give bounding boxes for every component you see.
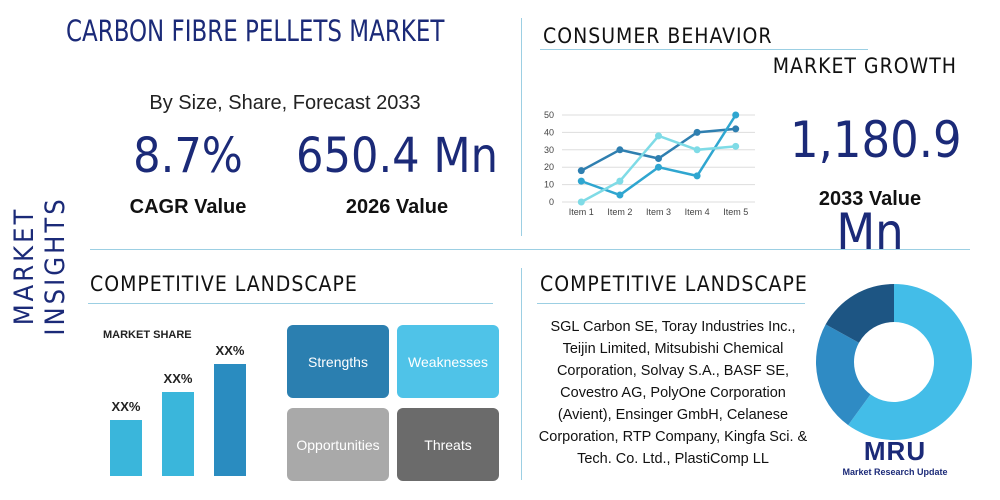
point <box>732 125 740 133</box>
side-label: MARKET INSIGHTS <box>9 196 71 336</box>
stat-value: 650.4 Mn <box>296 128 498 184</box>
point <box>577 177 585 185</box>
y-tick-label: 50 <box>544 110 554 120</box>
company-list: SGL Carbon SE, Toray Industries Inc., Te… <box>538 319 808 467</box>
logo-mark: MRU <box>863 436 927 466</box>
underline <box>537 303 805 304</box>
point <box>693 128 701 136</box>
chart-title: MARKET SHARE <box>103 329 192 341</box>
point <box>655 132 662 140</box>
y-tick-label: 10 <box>544 180 554 190</box>
x-tick-label: Item 5 <box>723 207 748 217</box>
stat-label: 2033 Value <box>818 188 922 210</box>
stat-label: CAGR Value <box>129 196 247 218</box>
x-tick-label: Item 3 <box>646 207 671 217</box>
underline <box>540 49 868 50</box>
y-tick-label: 40 <box>544 127 554 137</box>
value-label: XX% <box>164 371 193 386</box>
section-title: MARKET GROWTH <box>772 54 957 78</box>
subtitle: By Size, Share, Forecast 2033 <box>149 92 421 114</box>
divider <box>90 249 970 250</box>
stat-value: 8.7% <box>133 128 243 184</box>
point <box>577 167 585 175</box>
underline <box>88 303 493 304</box>
divider <box>521 18 522 236</box>
stat-label: 2026 Value <box>345 196 449 218</box>
logo: MRU Market Research Update <box>830 436 960 477</box>
title: CARBON FIBRE PELLETS MARKET <box>66 14 445 48</box>
point <box>616 177 624 185</box>
bar <box>214 364 246 476</box>
swot-box: Weaknesses <box>397 325 499 398</box>
point <box>693 146 701 154</box>
value-label: XX% <box>112 399 141 414</box>
point <box>616 146 624 154</box>
value-label: XX% <box>216 343 245 358</box>
point <box>577 198 585 206</box>
section-title: CONSUMER BEHAVIOR <box>543 24 773 48</box>
swot-box: Strengths <box>287 325 389 398</box>
y-tick-label: 30 <box>544 145 554 155</box>
y-tick-label: 0 <box>549 197 554 207</box>
point <box>732 111 740 119</box>
donut-slice <box>816 324 871 426</box>
logo-name: Market Research Update <box>842 467 948 477</box>
line-chart: 0 10 20 30 40 50 Item 1 Item 2 Item 3 Item 4 Item … <box>544 110 755 217</box>
x-tick-label: Item 1 <box>569 207 594 217</box>
point <box>655 155 662 162</box>
point <box>693 172 701 180</box>
section-title: COMPETITIVE LANDSCAPE <box>90 272 358 296</box>
bar-chart: MARKET SHARE XX% XX% XX% <box>103 329 246 476</box>
stat-value: 1,180.9 Mn <box>790 111 962 261</box>
divider <box>521 268 522 480</box>
point <box>655 163 662 171</box>
y-tick-label: 20 <box>544 162 554 172</box>
donut-slice <box>848 284 972 440</box>
x-tick-label: Item 4 <box>685 207 710 217</box>
x-tick-label: Item 2 <box>607 207 632 217</box>
donut-slice <box>825 284 894 343</box>
point <box>732 142 740 150</box>
bar <box>162 392 194 476</box>
donut-chart <box>816 284 972 440</box>
section-title: COMPETITIVE LANDSCAPE <box>540 272 808 296</box>
swot-box: Threats <box>397 408 499 481</box>
point <box>616 191 624 199</box>
bar <box>110 420 142 476</box>
swot-box: Opportunities <box>287 408 389 481</box>
